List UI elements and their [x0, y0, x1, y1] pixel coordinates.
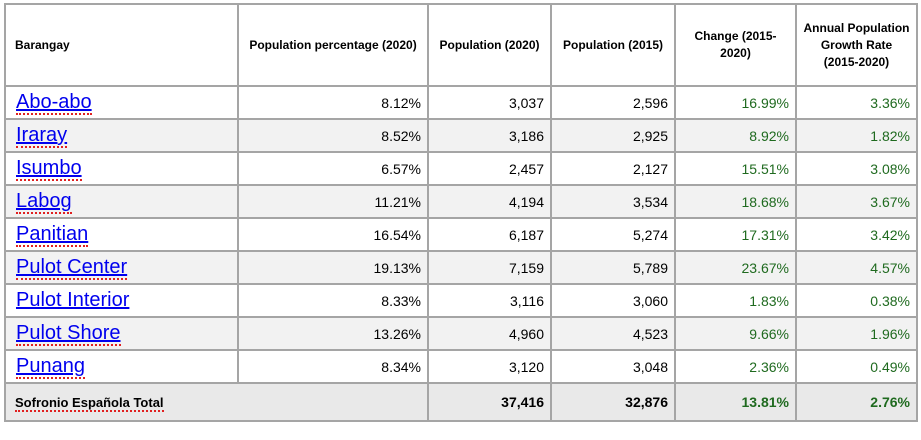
pct-cell: 8.34%: [237, 349, 429, 384]
barangay-link-pulot-interior[interactable]: Pulot Interior: [16, 289, 130, 311]
pop2020-cell: 4,194: [427, 184, 552, 219]
table-body: Abo-abo 8.12% 3,037 2,596 16.99% 3.36% I…: [4, 85, 918, 384]
barangay-cell: Pulot Center: [4, 250, 239, 285]
pop2015-cell: 4,523: [550, 316, 676, 351]
barangay-link-pulot-shore[interactable]: Pulot Shore: [16, 322, 121, 346]
barangay-link-labog[interactable]: Labog: [16, 190, 72, 214]
table-row: Labog 11.21% 4,194 3,534 18.68% 3.67%: [4, 184, 918, 219]
pop2015-cell: 3,534: [550, 184, 676, 219]
pct-cell: 8.52%: [237, 118, 429, 153]
pct-cell: 13.26%: [237, 316, 429, 351]
barangay-cell: Labog: [4, 184, 239, 219]
pop2015-cell: 5,789: [550, 250, 676, 285]
change-cell: 1.83%: [674, 283, 797, 318]
change-cell: 2.36%: [674, 349, 797, 384]
growth-cell: 0.38%: [795, 283, 918, 318]
pct-cell: 19.13%: [237, 250, 429, 285]
pop2020-cell: 2,457: [427, 151, 552, 186]
header-population-2015: Population (2015): [550, 3, 676, 87]
pop2015-cell: 3,048: [550, 349, 676, 384]
barangay-cell: Pulot Shore: [4, 316, 239, 351]
table-row: Isumbo 6.57% 2,457 2,127 15.51% 3.08%: [4, 151, 918, 186]
header-barangay: Barangay: [4, 3, 239, 87]
table-row: Abo-abo 8.12% 3,037 2,596 16.99% 3.36%: [4, 85, 918, 120]
pct-cell: 6.57%: [237, 151, 429, 186]
growth-cell: 0.49%: [795, 349, 918, 384]
pop2015-cell: 2,925: [550, 118, 676, 153]
table-row: Iraray 8.52% 3,186 2,925 8.92% 1.82%: [4, 118, 918, 153]
total-growth: 2.76%: [795, 382, 918, 422]
growth-cell: 1.82%: [795, 118, 918, 153]
pct-cell: 8.12%: [237, 85, 429, 120]
total-change: 13.81%: [674, 382, 797, 422]
growth-cell: 4.57%: [795, 250, 918, 285]
change-cell: 17.31%: [674, 217, 797, 252]
barangay-link-abo-abo[interactable]: Abo-abo: [16, 91, 92, 115]
barangay-cell: Pulot Interior: [4, 283, 239, 318]
growth-cell: 1.96%: [795, 316, 918, 351]
header-population-percentage: Population percentage (2020): [237, 3, 429, 87]
growth-cell: 3.42%: [795, 217, 918, 252]
table-row: Pulot Interior 8.33% 3,116 3,060 1.83% 0…: [4, 283, 918, 318]
pct-cell: 8.33%: [237, 283, 429, 318]
pop2020-cell: 4,960: [427, 316, 552, 351]
barangay-link-isumbo[interactable]: Isumbo: [16, 157, 82, 181]
change-cell: 15.51%: [674, 151, 797, 186]
change-cell: 16.99%: [674, 85, 797, 120]
table-row: Pulot Shore 13.26% 4,960 4,523 9.66% 1.9…: [4, 316, 918, 351]
barangay-link-punang[interactable]: Punang: [16, 355, 85, 379]
barangay-link-pulot-center[interactable]: Pulot Center: [16, 256, 128, 280]
table-row: Pulot Center 19.13% 7,159 5,789 23.67% 4…: [4, 250, 918, 285]
table-row: Panitian 16.54% 6,187 5,274 17.31% 3.42%: [4, 217, 918, 252]
change-cell: 8.92%: [674, 118, 797, 153]
table-footer: Sofronio Española Total 37,416 32,876 13…: [4, 382, 918, 422]
total-label: Sofronio Española Total: [15, 394, 164, 412]
pop2020-cell: 3,186: [427, 118, 552, 153]
header-change: Change (2015-2020): [674, 3, 797, 87]
pop2015-cell: 2,127: [550, 151, 676, 186]
change-cell: 23.67%: [674, 250, 797, 285]
total-pop2015: 32,876: [550, 382, 676, 422]
barangay-link-panitian[interactable]: Panitian: [16, 223, 89, 247]
table-header: Barangay Population percentage (2020) Po…: [4, 3, 918, 87]
pop2015-cell: 5,274: [550, 217, 676, 252]
header-population-2020: Population (2020): [427, 3, 552, 87]
total-label-cell: Sofronio Española Total: [4, 382, 429, 422]
growth-cell: 3.67%: [795, 184, 918, 219]
pop2020-cell: 3,116: [427, 283, 552, 318]
growth-cell: 3.08%: [795, 151, 918, 186]
barangay-cell: Isumbo: [4, 151, 239, 186]
barangay-cell: Abo-abo: [4, 85, 239, 120]
change-cell: 18.68%: [674, 184, 797, 219]
pop2020-cell: 7,159: [427, 250, 552, 285]
barangay-cell: Punang: [4, 349, 239, 384]
table-row: Punang 8.34% 3,120 3,048 2.36% 0.49%: [4, 349, 918, 384]
pop2020-cell: 6,187: [427, 217, 552, 252]
total-pop2020: 37,416: [427, 382, 552, 422]
header-growth-rate: Annual Population Growth Rate (2015-2020…: [795, 3, 918, 87]
barangay-cell: Panitian: [4, 217, 239, 252]
change-cell: 9.66%: [674, 316, 797, 351]
pop2015-cell: 2,596: [550, 85, 676, 120]
barangay-cell: Iraray: [4, 118, 239, 153]
total-row: Sofronio Española Total 37,416 32,876 13…: [4, 382, 918, 422]
pop2020-cell: 3,037: [427, 85, 552, 120]
pct-cell: 11.21%: [237, 184, 429, 219]
pop2020-cell: 3,120: [427, 349, 552, 384]
pct-cell: 16.54%: [237, 217, 429, 252]
barangay-link-iraray[interactable]: Iraray: [16, 124, 68, 148]
pop2015-cell: 3,060: [550, 283, 676, 318]
growth-cell: 3.36%: [795, 85, 918, 120]
header-row: Barangay Population percentage (2020) Po…: [4, 3, 918, 87]
barangay-population-table: Barangay Population percentage (2020) Po…: [4, 3, 918, 422]
